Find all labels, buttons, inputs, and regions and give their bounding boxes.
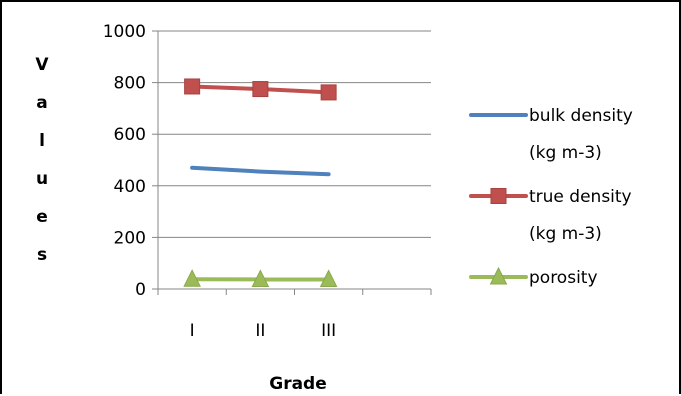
y-tick-label: 200 <box>114 228 146 248</box>
legend-marker <box>491 189 506 204</box>
legend-item: bulk density (kg m-3) <box>471 106 633 163</box>
y-tick-label: 400 <box>114 177 146 197</box>
y-tick-label: 1000 <box>103 22 146 42</box>
legend-label: true density <box>529 187 632 207</box>
x-tick-label: I <box>190 321 195 341</box>
x-tick-label: III <box>321 321 336 341</box>
legend-label: bulk density <box>529 106 633 126</box>
x-tick-label: II <box>255 321 265 341</box>
series-porosity <box>184 270 337 286</box>
y-tick-label: 800 <box>114 74 146 94</box>
axes <box>152 31 431 295</box>
y-axis-title-letter: l <box>39 131 45 151</box>
legend-label-unit: (kg m-3) <box>529 224 602 244</box>
y-axis-title-letter: V <box>35 55 49 75</box>
y-axis-title-letter: s <box>37 245 47 265</box>
series-lines <box>184 79 337 286</box>
legend-item: porosity <box>471 268 598 288</box>
data-point <box>185 79 200 94</box>
data-point <box>253 82 268 97</box>
y-tick-labels: 0 200 400 600 800 1000 <box>103 22 146 300</box>
y-axis-title-letter: e <box>36 207 48 227</box>
legend-label-unit: (kg m-3) <box>529 143 602 163</box>
series-line <box>192 168 329 174</box>
y-tick-label: 600 <box>114 125 146 145</box>
y-axis-title-letter: a <box>36 93 47 113</box>
legend-label: porosity <box>529 268 598 288</box>
y-tick-label: 0 <box>135 280 146 300</box>
legend-item: true density (kg m-3) <box>471 187 632 244</box>
x-axis-title: Grade <box>269 374 327 394</box>
data-point <box>321 85 336 100</box>
gridlines <box>158 31 431 237</box>
legend: bulk density (kg m-3) true density (kg m-3)… <box>471 106 633 288</box>
series-bulk-density <box>192 168 329 174</box>
y-axis-title-letter: u <box>36 169 48 189</box>
